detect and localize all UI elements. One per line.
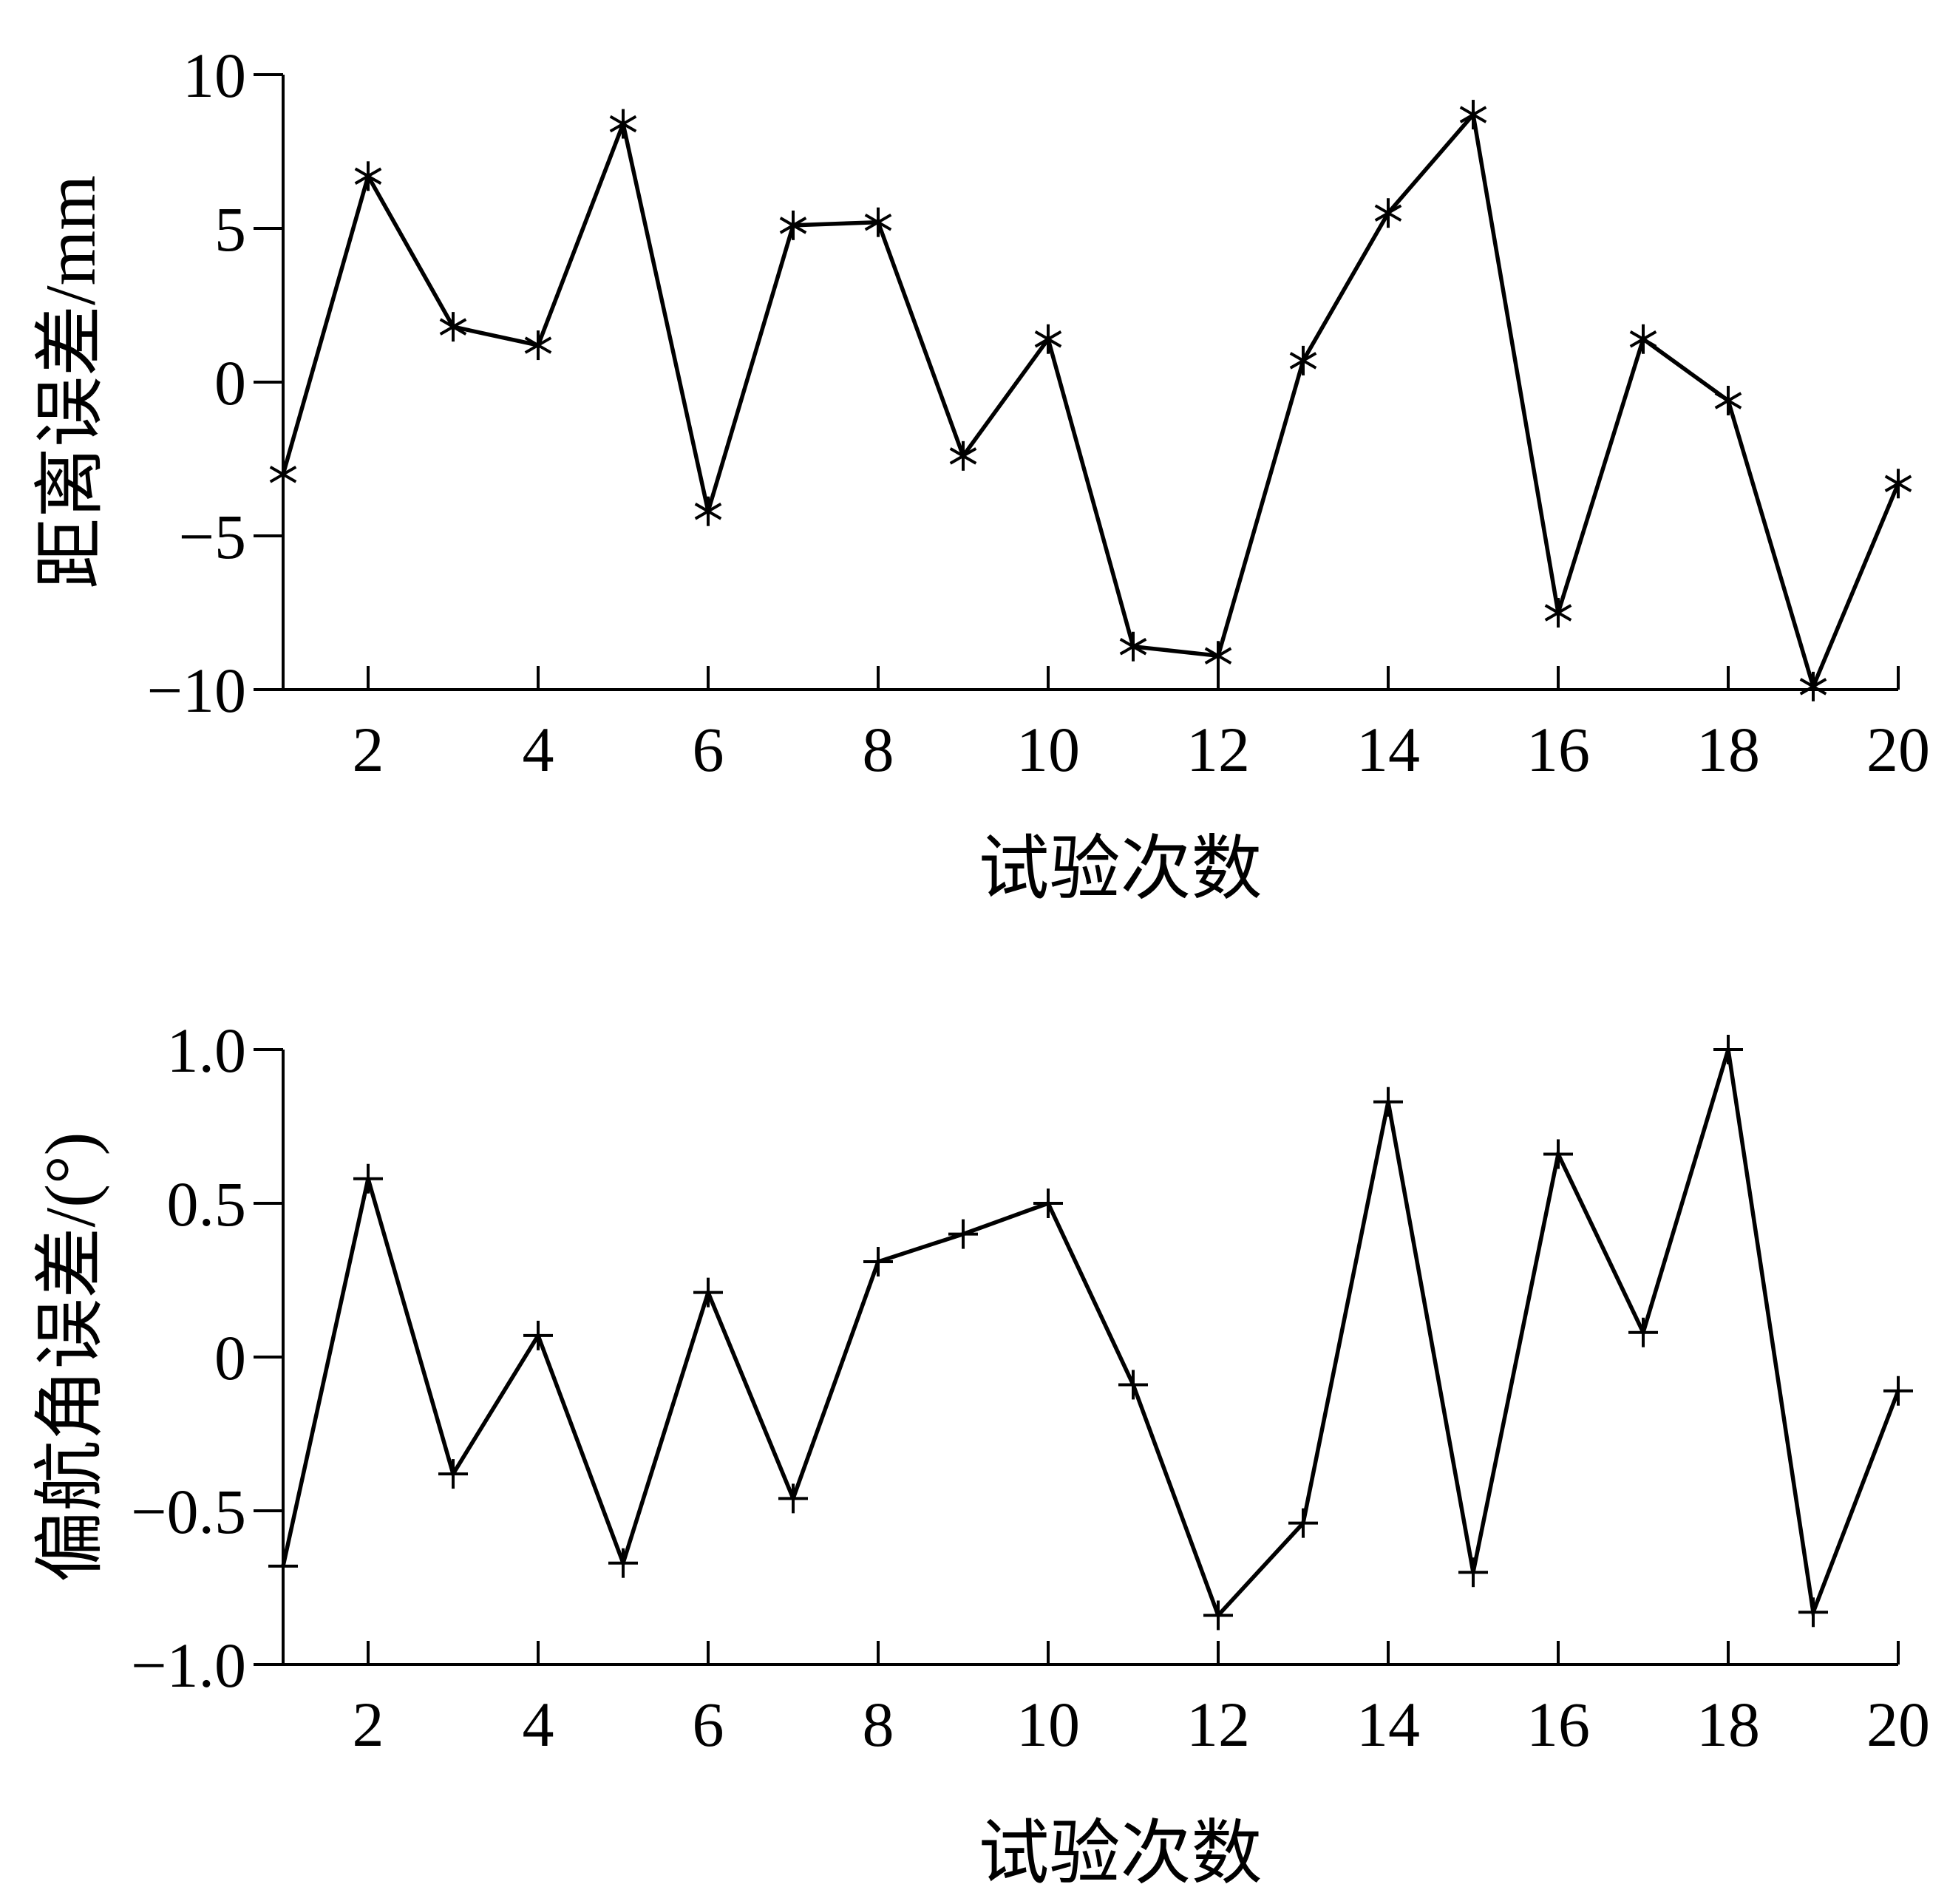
distance-y-tick-label: −5 [178,501,246,572]
distance-data-point [1034,324,1062,354]
yaw-data-point [1373,1087,1403,1117]
yaw-x-tick-label: 20 [1866,1689,1930,1760]
yaw-x-tick-label: 8 [863,1689,894,1760]
distance-data-point [1374,198,1402,228]
distance-series-line [281,109,1900,693]
yaw-y-tick-label: −0.5 [131,1476,246,1547]
distance-error-chart: −10 −5 0 5 10 2 4 6 8 10 12 14 16 18 20 试验次数 距离误差/mm [31,40,1931,908]
yaw-data-point [948,1219,978,1249]
yaw-data-point [1288,1508,1318,1538]
distance-data-point [354,161,382,191]
distance-data-point [1459,100,1487,130]
distance-x-tick-label: 8 [863,714,894,785]
yaw-data-point [353,1163,383,1194]
distance-data-point [1799,671,1827,701]
distance-x-tick-label: 16 [1526,714,1590,785]
yaw-data-point [268,1551,298,1581]
yaw-data-point [1118,1370,1148,1400]
yaw-x-tick-label: 12 [1186,1689,1250,1760]
yaw-x-tick-label: 4 [523,1689,554,1760]
yaw-data-point [1713,1035,1743,1064]
distance-x-tick-label: 10 [1016,714,1080,785]
distance-data-point [949,441,977,471]
yaw-data-point [1543,1139,1573,1169]
distance-x-tick-label: 20 [1866,714,1930,785]
distance-x-tick-label: 6 [693,714,724,785]
yaw-data-point [438,1459,468,1489]
distance-data-point [1544,598,1572,628]
yaw-x-axis-title: 试验次数 [979,1814,1263,1893]
yaw-y-tick-label: −1.0 [131,1630,246,1701]
distance-data-point [1714,385,1742,415]
distance-data-point [269,459,297,489]
yaw-y-tick-label: 0.5 [167,1169,247,1240]
distance-data-point [439,312,467,342]
distance-data-point [609,109,637,139]
yaw-data-point [1628,1317,1658,1347]
yaw-data-point [1033,1189,1063,1218]
yaw-x-tick-label: 2 [353,1689,384,1760]
yaw-x-tick-label: 14 [1356,1689,1420,1760]
distance-data-point [1204,641,1232,671]
yaw-x-tick-label: 16 [1526,1689,1590,1760]
distance-data-point [779,210,807,240]
yaw-series-line [281,1049,1900,1620]
yaw-x-tick-label: 10 [1016,1689,1080,1760]
distance-y-tick-label: −10 [146,655,246,726]
yaw-data-point [523,1320,553,1350]
yaw-data-point [863,1247,893,1277]
distance-y-axis-title: 距离误差/mm [31,175,110,589]
distance-data-point [524,330,552,361]
yaw-angle-error-chart: −1.0 −0.5 0 0.5 1.0 2 4 6 8 10 12 14 16 18 20 试验次数 偏航角误差… [31,1015,1931,1893]
distance-data-point [1289,345,1317,375]
distance-x-tick-label: 2 [353,714,384,785]
yaw-data-point [1458,1557,1488,1588]
distance-y-tick-label: 5 [214,194,246,265]
distance-x-tick-label: 12 [1186,714,1250,785]
yaw-data-point [608,1548,638,1578]
yaw-data-point [693,1277,723,1308]
distance-data-point [864,207,892,237]
distance-x-tick-label: 14 [1356,714,1420,785]
distance-data-point [1119,631,1147,662]
distance-x-tick-label: 4 [523,714,554,785]
distance-x-axis-title: 试验次数 [979,829,1263,908]
yaw-x-tick-label: 18 [1696,1689,1760,1760]
yaw-y-tick-label: 1.0 [167,1015,247,1086]
yaw-data-point [778,1483,808,1514]
yaw-x-tick-label: 6 [693,1689,724,1760]
yaw-y-axis-title: 偏航角误差/(°) [31,1132,110,1582]
yaw-data-point [1203,1600,1233,1631]
distance-data-point [1884,469,1912,499]
distance-x-tick-label: 18 [1696,714,1760,785]
distance-data-point [694,496,722,526]
distance-y-tick-label: 10 [183,40,246,111]
yaw-data-point [1798,1597,1828,1628]
distance-data-point [1629,324,1657,354]
yaw-data-point [1883,1376,1913,1406]
yaw-y-tick-label: 0 [214,1322,246,1393]
distance-y-tick-label: 0 [214,347,246,418]
